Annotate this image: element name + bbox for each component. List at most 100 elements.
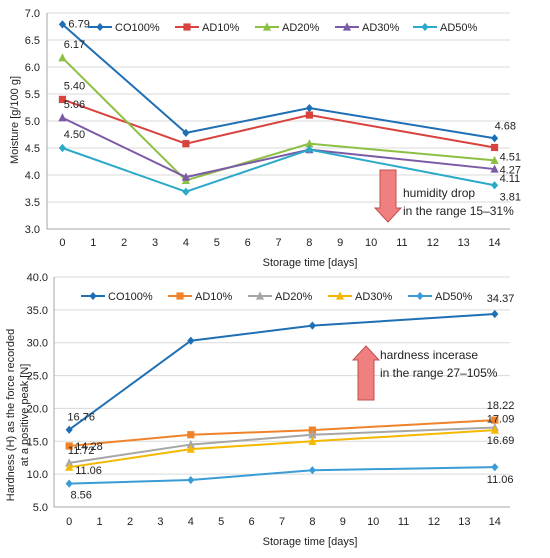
hardness-x-tick-label: 1	[97, 516, 103, 528]
hardness-series-ad50pct	[65, 463, 499, 488]
hardness-legend-label: AD20%	[275, 291, 313, 303]
moisture-data-labels: 6.79 6.17 5.40 5.06 4.50 4.68 4.514.274.11 3.81	[64, 18, 521, 203]
hardness-legend-item: AD30%	[328, 291, 393, 303]
hardness-data-label: 11.06	[487, 474, 514, 486]
moisture-legend-marker	[342, 22, 352, 31]
moisture-annotation: humidity drop in the range 15–31%	[373, 169, 514, 223]
moisture-annotation-line1: humidity drop	[403, 186, 475, 200]
moisture-legend-label: AD30%	[362, 22, 400, 34]
moisture-y-tick-label: 5.0	[25, 116, 40, 128]
hardness-series-co100pct	[65, 309, 499, 434]
moisture-legend-label: CO100%	[115, 22, 160, 34]
moisture-y-ticks: 3.0 3.5 4.0 4.5 5.0 5.5 6.0 6.5 7.0	[25, 8, 40, 236]
hardness-series-line	[69, 429, 495, 469]
moisture-y-tick-label: 6.0	[25, 62, 40, 74]
hardness-legend-label: AD30%	[355, 291, 393, 303]
moisture-arrow-shape	[373, 169, 403, 223]
hardness-y-tick-label: 35.0	[27, 305, 48, 317]
hardness-x-tick-label: 9	[340, 516, 346, 528]
moisture-legend-marker	[262, 22, 272, 31]
hardness-series-line	[68, 312, 495, 431]
moisture-data-point	[490, 155, 499, 165]
up-arrow-icon	[351, 345, 381, 401]
hardness-x-tick-label: 0	[66, 516, 72, 528]
moisture-data-point	[182, 187, 190, 196]
hardness-data-point	[186, 444, 195, 453]
moisture-series-line	[61, 57, 495, 182]
hardness-data-label: 17.09	[487, 414, 515, 426]
moisture-chart: 3.03.54.04.55.05.56.06.57.0 0 1 2 3 4 5 6 7 8 9 10…	[9, 8, 521, 269]
down-arrow-icon	[373, 169, 403, 223]
hardness-y-tick-label: 25.0	[27, 371, 48, 383]
moisture-series-line	[62, 147, 495, 193]
moisture-x-tick-label: 4	[183, 237, 189, 249]
moisture-data-point	[58, 53, 67, 62]
moisture-y-tick-label: 3.5	[25, 197, 40, 209]
moisture-data-label: 6.79	[68, 18, 89, 30]
moisture-legend-item: AD20%	[255, 22, 320, 34]
moisture-legend-marker	[96, 22, 104, 32]
moisture-y-tick-label: 3.0	[25, 224, 40, 236]
hardness-x-tick-label: 10	[367, 516, 379, 528]
moisture-series-ad10pct	[58, 95, 499, 152]
moisture-data-point	[181, 172, 190, 181]
hardness-data-point	[65, 425, 73, 434]
moisture-data-point	[490, 134, 499, 143]
hardness-data-point	[308, 321, 316, 330]
hardness-x-tick-label: 4	[188, 516, 194, 528]
hardness-legend-marker	[255, 291, 265, 300]
moisture-legend-marker	[183, 23, 191, 31]
moisture-annotation-line2: in the range 15–31%	[403, 204, 514, 218]
hardness-series	[65, 309, 499, 488]
hardness-annotation: hardness incerase in the range 27–105%	[351, 345, 498, 401]
hardness-annotation-line1: hardness incerase	[380, 348, 478, 362]
hardness-legend-marker	[89, 291, 97, 301]
hardness-x-tick-label: 8	[309, 516, 315, 528]
hardness-data-point	[491, 463, 499, 472]
moisture-data-point	[490, 181, 499, 190]
moisture-legend-label: AD20%	[282, 22, 320, 34]
moisture-legend-item: AD30%	[335, 22, 400, 34]
hardness-legend-item: AD50%	[408, 291, 473, 303]
moisture-x-tick-label: 11	[396, 237, 407, 249]
hardness-data-label: 34.37	[487, 293, 515, 305]
hardness-x-tick-label: 5	[218, 516, 224, 528]
hardness-y-tick-label: 5.0	[33, 502, 48, 514]
moisture-data-label: 5.06	[64, 99, 85, 111]
hardness-legend-item: CO100%	[81, 291, 153, 303]
hardness-data-point	[491, 309, 499, 319]
hardness-data-point	[65, 458, 74, 467]
hardness-x-ticks: 0 1 2 3 4 5 6 7 8 9 10 11 12 13 14	[66, 516, 501, 528]
moisture-data-point	[58, 20, 67, 29]
hardness-legend-item: AD20%	[248, 291, 313, 303]
hardness-legend: CO100% AD10% AD20% AD30% AD50%	[81, 291, 473, 303]
hardness-legend-label: CO100%	[108, 291, 153, 303]
hardness-data-point	[187, 336, 195, 345]
moisture-data-point	[58, 95, 67, 103]
hardness-data-label: 11.06	[75, 465, 102, 477]
moisture-x-tick-label: 1	[90, 237, 96, 249]
hardness-series-line	[69, 426, 495, 464]
moisture-legend-label: AD10%	[202, 22, 240, 34]
hardness-y-tick-label: 30.0	[27, 338, 48, 350]
moisture-x-axis-title: Storage time [days]	[263, 257, 358, 269]
hardness-x-tick-label: 13	[458, 516, 470, 528]
moisture-y-tick-label: 4.0	[25, 170, 40, 182]
moisture-data-label: 4.11	[500, 173, 521, 185]
moisture-x-tick-label: 12	[427, 237, 439, 249]
hardness-legend-item: AD10%	[168, 291, 233, 303]
hardness-legend-marker	[335, 291, 345, 300]
moisture-y-tick-label: 7.0	[25, 8, 40, 20]
hardness-y-tick-label: 10.0	[27, 469, 48, 481]
hardness-y-ticks: 5.0 10.0 15.0 20.0 25.0 30.0 35.0 40.0	[27, 272, 48, 514]
hardness-legend-marker	[176, 292, 184, 300]
hardness-x-tick-label: 12	[428, 516, 440, 528]
hardness-legend-label: AD50%	[435, 291, 473, 303]
moisture-data-point	[182, 140, 190, 148]
moisture-x-tick-label: 13	[458, 237, 470, 249]
moisture-data-point	[305, 103, 313, 113]
moisture-data-label: 4.27	[500, 164, 521, 176]
